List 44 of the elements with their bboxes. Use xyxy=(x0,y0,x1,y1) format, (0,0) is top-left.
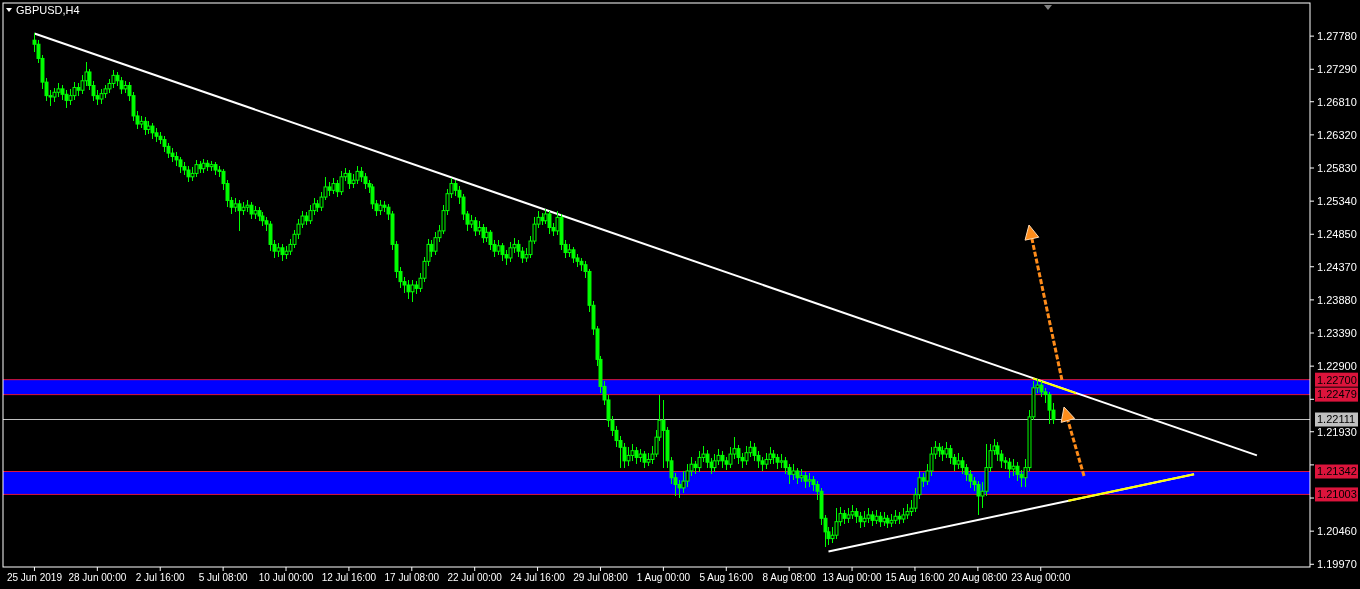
ref-line-label: 1.21003 xyxy=(1317,488,1357,501)
x-tick-label: 28 Jun 00:00 xyxy=(68,572,127,583)
y-tick-label: 1.27290 xyxy=(1317,63,1357,76)
x-tick-label: 20 Aug 08:00 xyxy=(948,572,1008,583)
candlestick xyxy=(834,507,839,540)
y-tick-label: 1.27780 xyxy=(1317,29,1357,42)
y-tick-label: 1.23880 xyxy=(1317,293,1357,306)
y-tick-label: 1.26810 xyxy=(1317,95,1357,108)
x-tick-label: 10 Jul 00:00 xyxy=(258,572,314,583)
y-tick-label: 1.24850 xyxy=(1317,228,1357,241)
ref-line-label: 1.22111 xyxy=(1317,413,1356,426)
y-tick-label: 1.24370 xyxy=(1317,260,1357,273)
y-tick-label: 1.25340 xyxy=(1317,194,1357,207)
candlestick xyxy=(976,480,981,516)
x-tick-label: 24 Jul 16:00 xyxy=(510,572,566,583)
candlestick xyxy=(508,241,513,263)
x-tick-label: 1 Aug 00:00 xyxy=(636,572,691,583)
y-tick-label: 1.25830 xyxy=(1317,161,1357,174)
x-tick-label: 8 Aug 08:00 xyxy=(762,572,817,583)
x-tick-label: 17 Jul 08:00 xyxy=(384,572,440,583)
y-tick-label: 1.22900 xyxy=(1317,360,1357,372)
x-tick-label: 2 Jul 16:00 xyxy=(135,572,186,583)
candlestick xyxy=(406,279,411,300)
ref-line-label: 1.22700 xyxy=(1317,373,1357,386)
candlestick xyxy=(1047,391,1052,425)
ref-line-label: 1.22479 xyxy=(1317,388,1357,401)
x-tick-label: 12 Jul 16:00 xyxy=(321,572,377,583)
y-tick-label: 1.23390 xyxy=(1317,326,1357,339)
y-tick-label: 1.19970 xyxy=(1317,558,1357,571)
candlestick xyxy=(744,445,749,466)
y-tick-label: 1.26320 xyxy=(1317,128,1357,141)
ref-line-label: 1.21342 xyxy=(1317,465,1357,478)
x-tick-label: 5 Aug 16:00 xyxy=(699,572,754,583)
x-tick-label: 13 Aug 00:00 xyxy=(822,572,882,583)
chart-title: GBPUSD,H4 xyxy=(16,4,80,16)
y-tick-label: 1.21930 xyxy=(1317,425,1357,438)
x-tick-label: 5 Jul 08:00 xyxy=(198,572,249,583)
x-tick-label: 25 Jun 2019 xyxy=(6,572,63,583)
candlestick xyxy=(626,446,631,467)
x-tick-label: 15 Aug 16:00 xyxy=(885,572,945,583)
x-tick-label: 23 Aug 00:00 xyxy=(1011,572,1071,583)
x-tick-label: 29 Jul 08:00 xyxy=(573,572,629,583)
x-tick-label: 22 Jul 00:00 xyxy=(447,572,503,583)
y-tick-label: 1.20460 xyxy=(1317,525,1357,538)
